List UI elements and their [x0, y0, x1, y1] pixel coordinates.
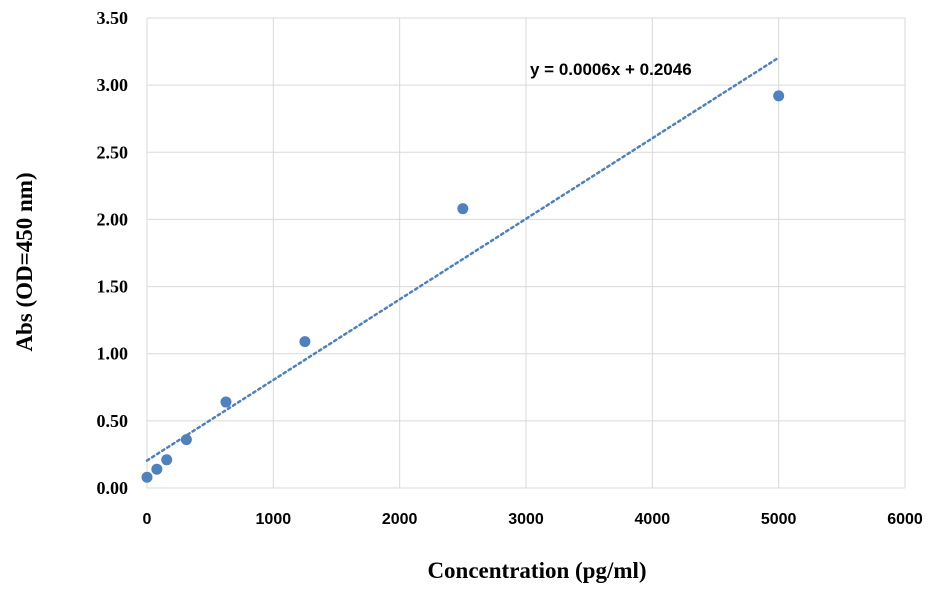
data-point	[180, 434, 192, 446]
y-axis-label: Abs (OD=450 nm)	[12, 172, 37, 351]
y-tick-label: 1.00	[97, 344, 129, 364]
y-tick-labels: 0.00 0.50 1.00 1.50 2.00 2.50 3.00 3.50	[97, 8, 129, 498]
y-tick-label: 2.00	[97, 209, 129, 229]
y-tick-label: 3.50	[97, 8, 129, 28]
data-point	[161, 454, 173, 466]
x-tick-label: 4000	[635, 511, 671, 528]
x-tick-label: 5000	[761, 511, 797, 528]
x-tick-label: 6000	[887, 511, 923, 528]
x-tick-label: 0	[143, 511, 152, 528]
y-tick-label: 2.50	[97, 142, 129, 162]
x-tick-label: 3000	[508, 511, 544, 528]
x-tick-labels: 0 1000 2000 3000 4000 5000 6000	[143, 511, 923, 528]
y-tick-label: 1.50	[97, 277, 129, 297]
y-tick-label: 3.00	[97, 75, 129, 95]
trendline-path	[145, 56, 780, 462]
y-tick-label: 0.50	[97, 411, 129, 431]
x-tick-label: 1000	[256, 511, 292, 528]
x-axis-label: Concentration (pg/ml)	[427, 558, 646, 583]
data-point	[299, 336, 311, 348]
y-tick-label: 0.00	[97, 478, 129, 498]
data-point	[773, 90, 785, 102]
trendline	[145, 56, 780, 462]
data-point	[141, 471, 153, 483]
data-points	[141, 90, 785, 483]
trendline-equation: y = 0.0006x + 0.2046	[530, 60, 692, 79]
grid-lines	[146, 17, 906, 489]
data-point	[220, 396, 232, 408]
data-point	[457, 203, 469, 215]
x-tick-label: 2000	[382, 511, 418, 528]
data-point	[151, 463, 163, 475]
